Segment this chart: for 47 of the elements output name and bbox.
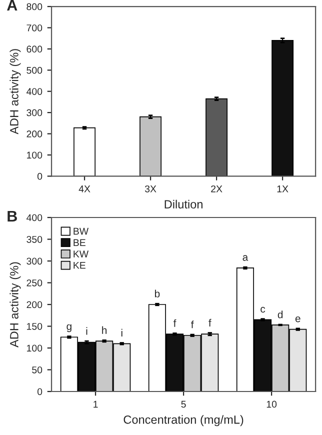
data-label: f	[173, 319, 176, 327]
data-label: g	[66, 324, 72, 332]
y-tick-label: 0	[37, 172, 42, 180]
data-label: a	[242, 255, 248, 261]
y-tick-label: 250	[26, 279, 42, 286]
x-tick-label: 1X	[277, 186, 288, 192]
x-tick-label: 5	[181, 400, 186, 408]
y-tick-label: 700	[26, 24, 42, 32]
y-tick-label: 50	[32, 366, 42, 374]
y-tick-label: 200	[26, 130, 42, 138]
x-tick-label: 3X	[144, 185, 156, 192]
y-tick-label: 350	[26, 236, 42, 243]
legend-label: BE	[74, 239, 86, 246]
y-tick-label: 300	[26, 258, 42, 265]
legend-label: KE	[74, 262, 86, 269]
y-tick-label: 0	[37, 388, 42, 396]
data-label: d	[278, 310, 283, 318]
data-label: c	[260, 306, 266, 313]
data-label: f	[208, 318, 212, 326]
y-axis-title: ADH activity (%)	[10, 262, 21, 348]
y-tick-label: 800	[26, 3, 42, 10]
data-label: e	[295, 316, 300, 322]
legend-label: KW	[74, 250, 89, 258]
x-axis-title: Concentration (mg/mL)	[124, 415, 244, 426]
data-label: i	[86, 327, 88, 335]
y-tick-label: 150	[27, 322, 42, 330]
legend-label: BW	[74, 228, 89, 235]
y-tick-label: 400	[26, 214, 42, 222]
x-tick-label: 2X	[211, 185, 222, 192]
data-label: f	[191, 320, 194, 328]
x-tick-label: 4X	[78, 186, 90, 192]
chart-title: A	[7, 0, 18, 10]
y-tick-label: 300	[26, 109, 42, 116]
y-tick-label: 600	[26, 46, 42, 53]
x-tick-label: 1	[94, 400, 98, 408]
y-tick-label: 100	[27, 152, 42, 159]
data-label: b	[154, 290, 160, 298]
y-axis-title: ADH activity (%)	[10, 49, 21, 134]
y-tick-label: 200	[26, 301, 42, 308]
data-label: h	[102, 326, 107, 334]
chart-title: B	[8, 210, 17, 222]
y-tick-label: 100	[27, 344, 42, 352]
data-label: i	[121, 328, 122, 336]
x-tick-label: 10	[266, 400, 277, 408]
y-tick-label: 500	[26, 66, 42, 74]
x-axis-title: Dilution	[164, 200, 202, 208]
y-tick-label: 400	[26, 88, 42, 95]
